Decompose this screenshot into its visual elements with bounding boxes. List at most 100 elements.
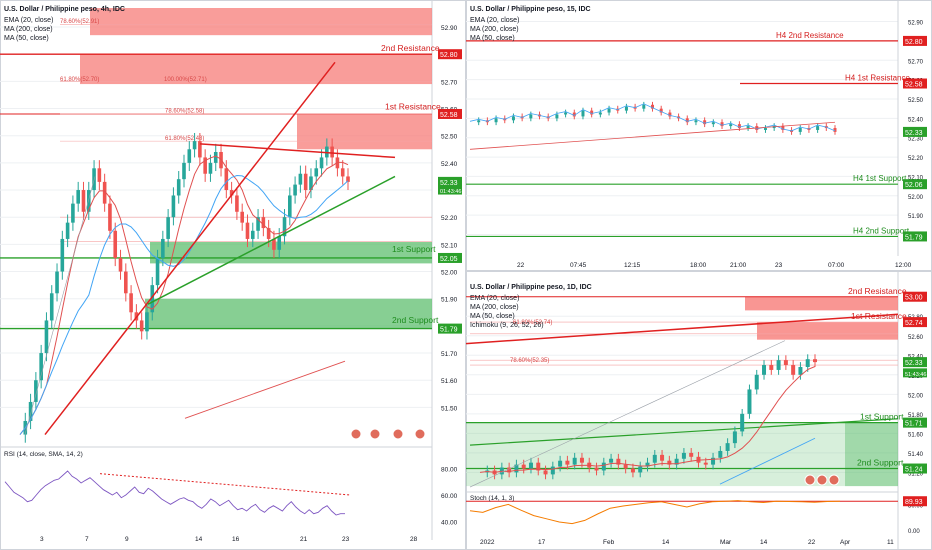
price-badge-bg <box>438 252 462 263</box>
level-label: H4 2nd Support <box>853 226 910 235</box>
candle <box>624 106 628 111</box>
candle <box>689 452 694 457</box>
candle <box>711 457 716 465</box>
candle <box>330 146 334 158</box>
x-tick: 23 <box>342 536 350 543</box>
price-tick: 52.00 <box>908 393 924 399</box>
candle <box>303 173 308 191</box>
candle <box>642 104 646 109</box>
candle <box>652 454 657 463</box>
candle <box>250 230 255 239</box>
candle <box>129 293 133 313</box>
candle <box>102 181 107 204</box>
candle <box>118 257 123 272</box>
fib-trend <box>24 176 96 435</box>
price-badge: 52.33 <box>905 130 923 137</box>
level-badge: 51.79 <box>905 234 923 241</box>
candle <box>594 467 599 471</box>
zone <box>145 298 432 329</box>
zone-label: 1st Support <box>860 412 904 422</box>
price-badge: 51.24 <box>905 467 923 474</box>
x-tick: 28 <box>410 536 418 543</box>
legend-item: MA (200, close) <box>470 26 519 33</box>
price-tick: 52.10 <box>441 242 458 249</box>
panel-title: U.S. Dollar / Philippine peso, 1D, IDC <box>470 284 592 291</box>
x-tick: 17 <box>538 539 546 546</box>
candle <box>813 359 817 363</box>
candle <box>139 320 144 332</box>
candle <box>208 162 213 174</box>
candle <box>76 190 80 204</box>
candle <box>298 173 303 185</box>
price-tick: 52.70 <box>908 59 924 65</box>
candle <box>798 128 802 132</box>
x-tick: 22 <box>517 262 525 269</box>
price-tick: 52.20 <box>908 156 924 162</box>
zone-label: 1st Support <box>392 244 436 254</box>
candle <box>572 457 577 465</box>
fib-label: 78.60%(52.58) <box>165 109 204 115</box>
zone-label: 2nd Resistance <box>848 286 907 296</box>
candle <box>60 238 65 272</box>
stoch-badge: 89.93 <box>905 499 923 506</box>
price-tick: 51.70 <box>441 351 458 358</box>
legend-item: MA (50, close) <box>470 35 515 42</box>
price-badge-bg <box>903 291 927 302</box>
event-flag-icon <box>392 428 404 440</box>
candle <box>34 380 38 402</box>
candle <box>740 413 745 432</box>
candle <box>521 464 526 469</box>
x-tick: 12:00 <box>895 262 912 269</box>
candle <box>161 238 165 258</box>
event-flag-icon <box>804 474 816 486</box>
level-badge-bg <box>903 179 927 190</box>
event-flag-icon <box>816 474 828 486</box>
candle <box>340 168 345 177</box>
level-badge-bg <box>903 78 927 89</box>
ma200-line <box>469 121 836 150</box>
zone <box>297 113 432 150</box>
candle <box>192 141 197 150</box>
zone-label: 2nd Resistance <box>381 43 440 53</box>
rsi-tick: 60.00 <box>441 493 458 500</box>
candle <box>171 195 176 218</box>
zone-label: 2nd Support <box>857 458 904 468</box>
x-tick: 14 <box>195 536 203 543</box>
zone <box>80 54 432 85</box>
candle <box>791 365 796 375</box>
zone <box>757 322 898 340</box>
price-badge-bg <box>903 417 927 428</box>
candle <box>240 211 244 223</box>
candle <box>718 450 723 458</box>
ma50-line <box>719 437 816 485</box>
candle <box>266 228 271 239</box>
candle <box>565 460 570 465</box>
legend-item: MA (200, close) <box>470 304 519 311</box>
candle <box>550 466 555 475</box>
event-flag-icon <box>828 474 840 486</box>
ma200-line <box>184 360 346 419</box>
ma50-line <box>19 174 349 435</box>
x-tick: 3 <box>40 536 44 543</box>
candle <box>203 157 207 174</box>
rsi-divergence <box>99 473 351 496</box>
candle <box>309 176 313 191</box>
x-tick: 16 <box>232 536 240 543</box>
trendline <box>147 175 396 305</box>
price-badge-bg <box>438 323 462 334</box>
price-tick: 52.60 <box>908 335 924 341</box>
legend-item: MA (200, close) <box>4 26 53 33</box>
candle <box>638 466 643 473</box>
candle <box>113 230 118 258</box>
candle <box>659 108 663 113</box>
candle <box>213 152 218 163</box>
level-badge-bg <box>903 231 927 242</box>
zone-label: 1st Resistance <box>851 311 907 321</box>
stoch-badge-bg <box>903 496 927 507</box>
trendline <box>465 313 899 345</box>
candle <box>558 460 563 467</box>
legend-item: EMA (20, close) <box>470 17 519 24</box>
candle <box>145 312 149 332</box>
price-tick: 52.00 <box>441 270 458 277</box>
